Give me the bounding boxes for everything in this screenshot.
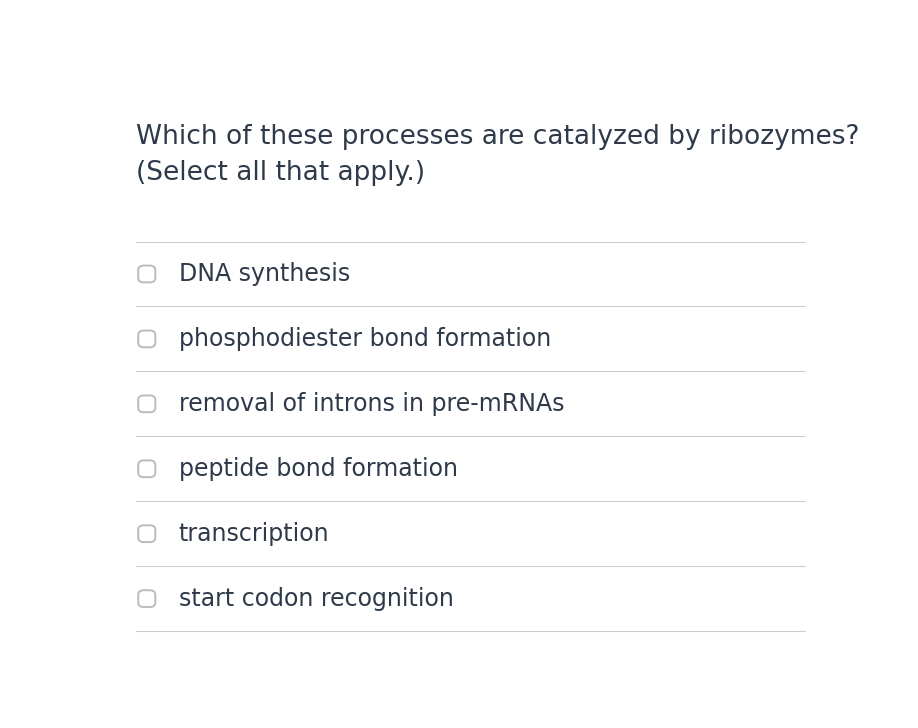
FancyBboxPatch shape — [139, 590, 155, 607]
Text: removal of introns in pre-mRNAs: removal of introns in pre-mRNAs — [179, 392, 565, 416]
Text: peptide bond formation: peptide bond formation — [179, 456, 458, 480]
FancyBboxPatch shape — [139, 460, 155, 477]
Text: start codon recognition: start codon recognition — [179, 587, 453, 611]
Text: Which of these processes are catalyzed by ribozymes?: Which of these processes are catalyzed b… — [136, 124, 859, 150]
Text: transcription: transcription — [179, 522, 330, 546]
FancyBboxPatch shape — [139, 395, 155, 412]
FancyBboxPatch shape — [139, 526, 155, 542]
FancyBboxPatch shape — [139, 331, 155, 347]
Text: (Select all that apply.): (Select all that apply.) — [136, 160, 425, 186]
Text: phosphodiester bond formation: phosphodiester bond formation — [179, 327, 551, 351]
Text: DNA synthesis: DNA synthesis — [179, 262, 350, 286]
FancyBboxPatch shape — [139, 266, 155, 282]
